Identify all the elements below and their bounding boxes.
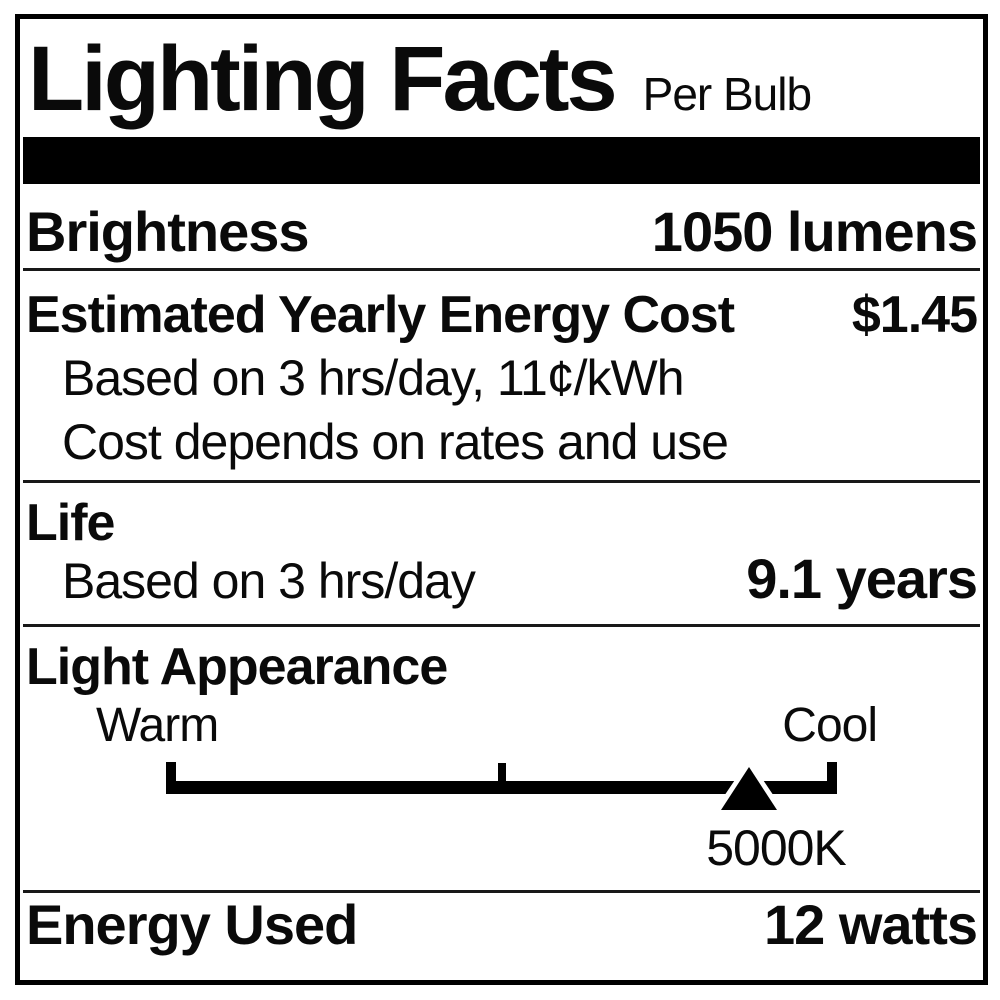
light-appearance-heading: Light Appearance xyxy=(26,641,977,693)
divider xyxy=(23,624,980,627)
lighting-facts-label: Lighting Facts Per Bulb Brightness 1050 … xyxy=(15,14,988,985)
scale-left-end-tick xyxy=(166,762,176,794)
cool-label: Cool xyxy=(782,699,878,752)
life-value: 9.1 years xyxy=(746,547,978,610)
divider xyxy=(23,268,980,271)
life-basis: Based on 3 hrs/day xyxy=(62,553,476,609)
energy-used-row: Energy Used 12 watts xyxy=(26,893,978,956)
divider xyxy=(23,480,980,483)
color-temp-pointer-icon xyxy=(721,767,777,810)
scale-right-end-tick xyxy=(827,762,837,794)
brightness-label: Brightness xyxy=(26,200,309,263)
label-subtitle: Per Bulb xyxy=(642,68,812,120)
warm-cool-row: Warm Cool xyxy=(96,699,878,752)
label-title: Lighting Facts xyxy=(28,28,618,130)
header-rule-bar xyxy=(23,137,980,184)
brightness-row: Brightness 1050 lumens xyxy=(26,200,978,263)
energy-cost-note-rates: Cost depends on rates and use xyxy=(62,414,729,470)
label-header: Lighting Facts Per Bulb xyxy=(28,33,977,125)
life-heading: Life xyxy=(26,497,977,549)
color-temperature-scale xyxy=(166,759,837,814)
life-row: Based on 3 hrs/day 9.1 years xyxy=(26,547,978,610)
light-appearance-label: Light Appearance xyxy=(26,638,448,696)
brightness-value: 1050 lumens xyxy=(651,200,978,263)
warm-label: Warm xyxy=(96,699,219,752)
energy-cost-label: Estimated Yearly Energy Cost xyxy=(26,286,735,344)
energy-cost-value: $1.45 xyxy=(851,286,978,344)
scale-middle-tick xyxy=(497,763,506,781)
energy-cost-note-basis: Based on 3 hrs/day, 11¢/kWh xyxy=(62,350,685,406)
kelvin-value: 5000K xyxy=(706,820,847,876)
life-label: Life xyxy=(26,494,115,552)
scale-bar xyxy=(166,781,837,794)
divider xyxy=(23,890,980,893)
energy-cost-row: Estimated Yearly Energy Cost $1.45 xyxy=(26,286,978,344)
energy-used-value: 12 watts xyxy=(764,893,978,956)
energy-used-label: Energy Used xyxy=(26,893,358,956)
